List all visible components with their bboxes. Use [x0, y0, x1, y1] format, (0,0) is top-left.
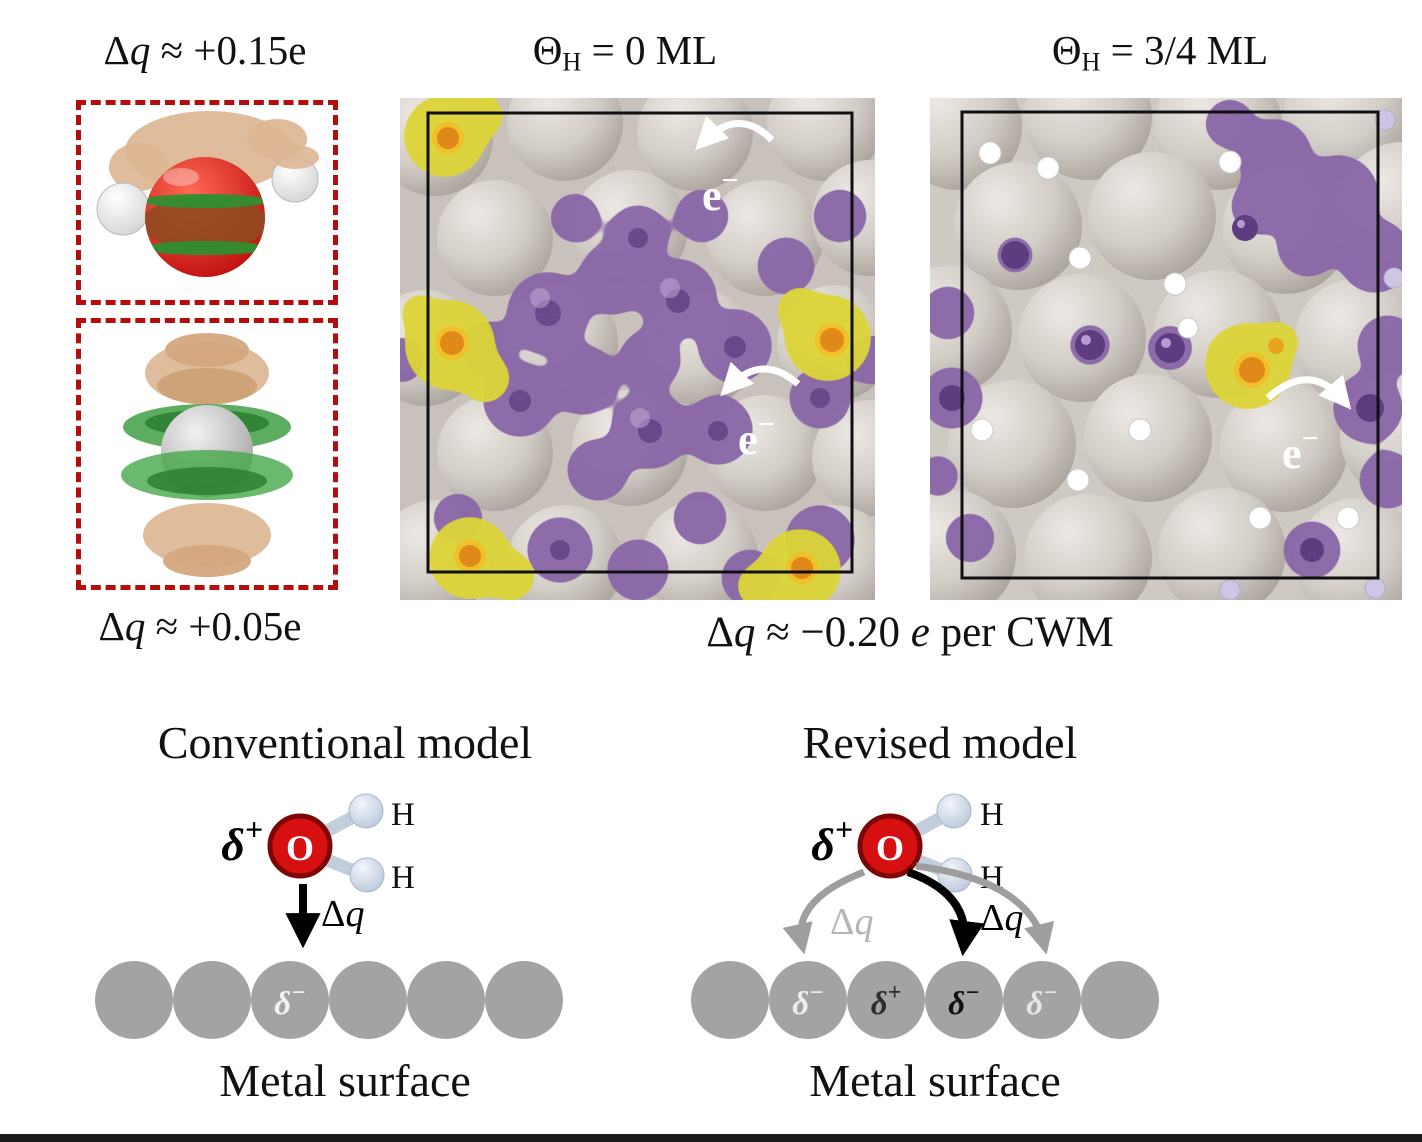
coverage-value: = 0 ML [581, 27, 718, 73]
purple-isosurface [930, 100, 1402, 578]
label-water-partial-charge: Δq ≈ +0.15e [55, 26, 355, 74]
q-symbol: q [129, 27, 151, 73]
charge-transfer-arrow-gray [782, 868, 866, 955]
bottom-border [0, 1134, 1422, 1142]
metal-atom [769, 961, 847, 1039]
panel-hydrogen-covered: e− [930, 98, 1402, 600]
hydrogen-label: H [391, 860, 415, 896]
delta-plus-label: δ+ [221, 811, 263, 870]
theta-symbol: Θ [1051, 27, 1082, 73]
hydrogen-label: H [391, 797, 415, 833]
title-coverage-3-4ml: ΘH = 3/4 ML [970, 26, 1350, 78]
theta-symbol: Θ [532, 27, 563, 73]
metal-surface-label: Metal surface [219, 1055, 471, 1106]
theta-subscript: H [562, 47, 582, 77]
tan-isosurface-cap [271, 145, 319, 169]
panel-bare-surface: e− e− [400, 98, 875, 600]
q-symbol: q [124, 603, 146, 649]
charge-value: ≈ −0.20 [755, 609, 911, 656]
revised-model-title: Revised model [802, 717, 1078, 768]
conventional-model-diagram: O H H δ+ Δq δ− [95, 793, 563, 1039]
delta-symbol: Δ [706, 609, 734, 656]
metal-atom-charge-label: δ− [948, 980, 979, 1022]
charge-value: ≈ +0.05e [145, 603, 302, 649]
e-symbol: e [910, 609, 930, 656]
metal-atom-charge-label: δ− [274, 980, 305, 1022]
label-hydrogen-partial-charge: Δq ≈ +0.05e [45, 602, 355, 650]
electron-transfer-arrow [1265, 374, 1352, 410]
delta-symbol: Δ [98, 603, 125, 649]
hydrogen-atom [96, 182, 150, 236]
metal-atom-charge-label: δ− [792, 980, 823, 1022]
metal-atom [95, 961, 173, 1039]
metal-atom-charge-label: δ− [1026, 980, 1057, 1022]
purple-isosurface-cores [939, 215, 1384, 562]
metal-atom [691, 961, 769, 1039]
water-adsorbate: O H H δ+ [221, 793, 415, 896]
conventional-model-title: Conventional model [157, 717, 533, 768]
oxygen-label: O [286, 828, 314, 868]
metal-atom [847, 961, 925, 1039]
metal-atom [1081, 961, 1159, 1039]
purple-isosurface-cores [509, 228, 830, 560]
unit-cell-frame [960, 110, 1380, 580]
charge-value: ≈ +0.15e [150, 27, 307, 73]
hydrogen-isosurface-box [76, 318, 338, 590]
delta-symbol: Δ [103, 27, 130, 73]
hydrogen-atom-isosurface [121, 333, 293, 577]
green-isosurface-ring [147, 467, 267, 495]
delta-plus-label: δ+ [811, 811, 853, 870]
metal-atom [407, 961, 485, 1039]
tan-isosurface-lobe [109, 143, 169, 191]
water-isosurface-box [76, 100, 338, 305]
unit-cell-frame [426, 111, 854, 574]
charge-transfer-arrow-black [906, 868, 985, 957]
water-molecule-isosurface [96, 111, 319, 277]
metal-surface-atoms [691, 961, 1159, 1039]
hydrogen-atom [349, 857, 385, 893]
electron-label: e− [1282, 422, 1319, 478]
metal-atom [251, 961, 329, 1039]
tan-isosurface-shadow [157, 368, 257, 404]
revised-model-diagram: O H H δ+ Δq Δq δ− δ+ δ− δ− [691, 793, 1159, 1039]
yellow-isosurface-cores [432, 122, 849, 584]
tan-isosurface-lobe [165, 333, 249, 367]
caption-charge-per-cwm: Δq ≈ −0.20 e per CWM [590, 608, 1230, 657]
electron-transfer-arrow [720, 361, 801, 397]
purple-isosurface-highlights [530, 278, 680, 428]
hydrogen-atom [348, 793, 384, 829]
metal-atom [329, 961, 407, 1039]
oxygen-atom [857, 813, 923, 879]
oxygen-label: O [876, 828, 904, 868]
q-symbol: q [733, 609, 756, 656]
hydrogen-adatoms [970, 109, 1402, 600]
electron-transfer-arrow [695, 115, 775, 151]
title-coverage-0ml: ΘH = 0 ML [460, 26, 790, 78]
electron-label: e− [738, 408, 775, 464]
hydrogen-label: H [980, 797, 1004, 833]
yellow-isosurface-cores [1234, 338, 1284, 388]
oxygen-atom [267, 813, 333, 879]
tan-isosurface-lobe [163, 545, 251, 577]
metal-surface-label: Metal surface [809, 1055, 1061, 1106]
charge-transfer-arrow-gray [915, 862, 1055, 955]
per-cwm-text: per CWM [929, 609, 1114, 656]
specular-highlight [163, 168, 199, 186]
metal-atom [485, 961, 563, 1039]
charge-transfer-label: Δq [321, 893, 364, 935]
charge-transfer-label-black: Δq [980, 897, 1023, 939]
metal-surface-atoms [95, 961, 563, 1039]
coverage-value: = 3/4 ML [1100, 27, 1269, 73]
equatorial-isosurface-bands [145, 194, 265, 255]
hydrogen-atom [936, 793, 972, 829]
metal-atom-charge-label: δ+ [871, 980, 902, 1022]
metal-atom [925, 961, 1003, 1039]
metal-atom [1003, 961, 1081, 1039]
charge-transfer-label-gray: Δq [830, 901, 873, 943]
electron-label: e− [702, 164, 739, 220]
theta-subscript: H [1081, 47, 1101, 77]
metal-atom [173, 961, 251, 1039]
